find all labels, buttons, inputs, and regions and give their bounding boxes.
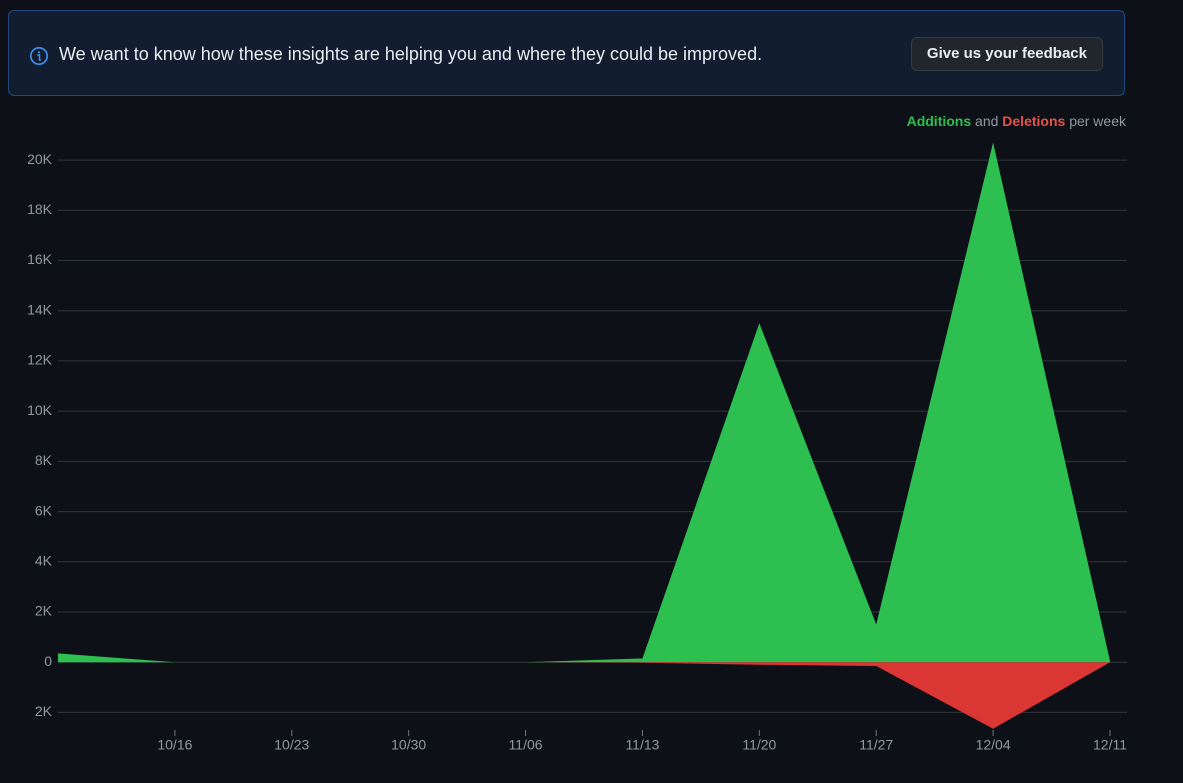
y-tick-label: 4K bbox=[35, 552, 53, 568]
x-tick-label: 10/16 bbox=[157, 737, 192, 753]
y-tick-label: 16K bbox=[27, 251, 53, 267]
x-tick-label: 10/30 bbox=[391, 737, 426, 753]
legend-and: and bbox=[975, 113, 998, 129]
y-tick-label: 0 bbox=[44, 653, 52, 669]
legend-additions: Additions bbox=[907, 113, 972, 129]
area bbox=[58, 142, 1110, 663]
x-tick-label: 11/06 bbox=[509, 737, 543, 753]
y-tick-label: 6K bbox=[35, 502, 53, 518]
y-tick-label: 2K bbox=[35, 603, 53, 619]
feedback-banner: We want to know how these insights are h… bbox=[8, 10, 1125, 96]
x-tick-label: 10/23 bbox=[274, 737, 309, 753]
legend-suffix: per week bbox=[1069, 113, 1127, 129]
x-tick-label: 11/13 bbox=[625, 737, 659, 753]
info-icon bbox=[30, 47, 48, 65]
y-tick-label: 8K bbox=[35, 452, 53, 468]
y-tick-label: 18K bbox=[27, 201, 53, 217]
legend: Additions and Deletions per week bbox=[907, 113, 1127, 129]
y-tick-label: 12K bbox=[27, 352, 53, 368]
y-tick-label: 10K bbox=[27, 402, 53, 418]
x-tick-label: 12/04 bbox=[976, 737, 1011, 753]
x-tick-label: 11/27 bbox=[859, 737, 893, 753]
legend-deletions: Deletions bbox=[1002, 113, 1065, 129]
feedback-button[interactable]: Give us your feedback bbox=[910, 37, 1103, 71]
x-tick-label: 11/20 bbox=[742, 737, 776, 753]
area bbox=[58, 662, 1110, 729]
y-tick-label: 20K bbox=[27, 151, 53, 167]
y-tick-label: 14K bbox=[27, 301, 53, 317]
y-tick-label: 2K bbox=[35, 703, 53, 719]
x-tick-label: 12/11 bbox=[1093, 737, 1127, 753]
banner-message: We want to know how these insights are h… bbox=[59, 44, 763, 64]
